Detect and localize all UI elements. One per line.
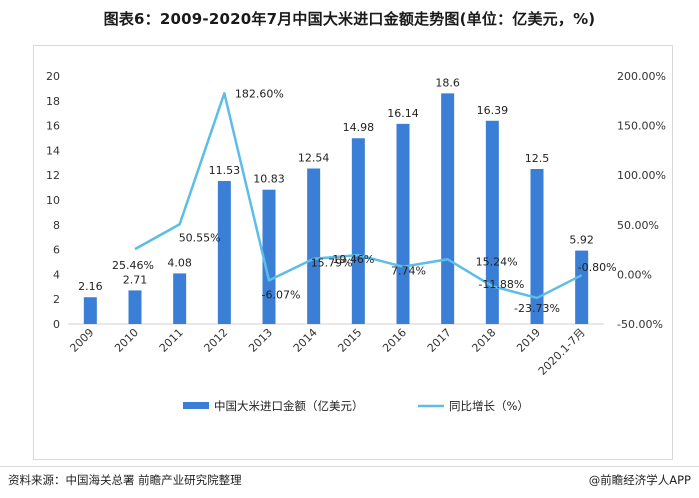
line-labels: 25.46% 50.55% 182.60% -6.07% 15.79%19.46% 7.7… [112,87,617,315]
bar-value-label: 16.39 [477,104,509,117]
brand-credit: @前瞻经济学人APP [588,473,691,487]
right-axis: -50.00% 0.00% 50.00% 100.00% 150.00% 200.00% [617,70,666,331]
bar [307,168,321,324]
left-tick-label: 14 [46,144,60,157]
legend-bar-label: 中国大米进口金额（亿美元） [214,399,364,413]
left-tick-label: 16 [46,120,60,133]
x-tick-label: 2018 [469,326,498,355]
x-tick-label: 2009 [67,326,96,355]
right-tick-label: 0.00% [617,268,652,281]
bar-value-label: 12.5 [525,152,550,165]
line-value-label: 15.24% [476,255,518,268]
bar-value-label: 12.54 [298,152,330,165]
bar-value-label: 10.83 [253,173,285,186]
x-tick-label: 2015 [335,326,364,355]
x-tick-label: 2012 [201,326,230,355]
bar-value-label: 2.16 [78,280,103,293]
bar-labels: 2.16 2.71 4.08 11.53 10.83 12.54 14.98 16.14 18.… [78,76,594,293]
left-tick-label: 10 [46,194,60,207]
x-tick-label: 2016 [380,326,409,355]
right-tick-label: 150.00% [617,120,666,133]
left-tick-label: 20 [46,70,60,83]
left-tick-label: 0 [53,318,60,331]
line-value-label: 182.60% [235,87,284,100]
legend-bar-swatch [183,402,209,409]
left-tick-label: 4 [53,268,60,281]
legend-line-label: 同比增长（%） [449,399,529,413]
x-tick-label: 2017 [425,326,454,355]
bar [575,250,589,324]
x-axis-ticks: 2009 2010 2011 2012 2013 2014 2015 2016 2017 2018… [67,326,587,378]
bar-value-label: 14.98 [343,121,375,134]
right-tick-label: -50.00% [617,318,663,331]
bar-value-label: 11.53 [209,164,241,177]
line-value-label: -11.88% [478,278,524,291]
line-value-label: 7.74% [391,265,426,278]
bar [441,93,455,324]
footer-divider [0,466,699,467]
line-value-label: 19.46% [332,253,374,266]
bar-value-label: 18.6 [435,76,460,89]
bar [351,138,365,324]
bar [530,169,544,324]
left-tick-label: 6 [53,244,60,257]
bar-value-label: 4.08 [167,256,192,269]
line-value-label: 50.55% [179,231,221,244]
line-value-label: -23.73% [514,302,560,315]
left-tick-label: 12 [46,169,60,182]
bar [262,189,276,324]
bar [485,120,499,324]
bar-value-label: 16.14 [387,107,419,120]
left-tick-label: 8 [53,219,60,232]
legend: 中国大米进口金额（亿美元） 同比增长（%） [183,399,529,413]
bar [128,290,142,324]
growth-line [134,92,583,300]
x-tick-label: 2019 [514,326,543,355]
x-tick-label: 2010 [112,326,141,355]
right-tick-label: 50.00% [617,219,659,232]
chart-title: 图表6：2009-2020年7月中国大米进口金额走势图(单位：亿美元，%) [103,10,596,28]
right-tick-label: 200.00% [617,70,666,83]
bar-value-label: 5.92 [569,234,594,247]
x-tick-label: 2011 [157,326,186,355]
bar [173,273,187,324]
x-tick-label: 2020.1-7月 [536,326,588,378]
line-value-label: 15.79% [311,257,353,270]
source-note: 资料来源：中国海关总署 前瞻产业研究院整理 [8,473,242,487]
x-tick-label: 2014 [291,326,320,355]
x-tick-label: 2013 [246,326,275,355]
bar [83,297,97,324]
bar-value-label: 2.71 [123,273,148,286]
bar [217,181,231,324]
bar-series [83,93,589,324]
bar [396,123,410,324]
left-tick-label: 2 [53,293,60,306]
left-axis: 0 2 4 6 8 10 12 14 16 18 20 [46,70,60,331]
left-tick-label: 18 [46,95,60,108]
right-tick-label: 100.00% [617,169,666,182]
line-value-label: -0.80% [578,261,617,274]
line-series [134,92,583,300]
line-value-label: -6.07% [262,288,301,301]
line-value-label: 25.46% [112,259,154,272]
